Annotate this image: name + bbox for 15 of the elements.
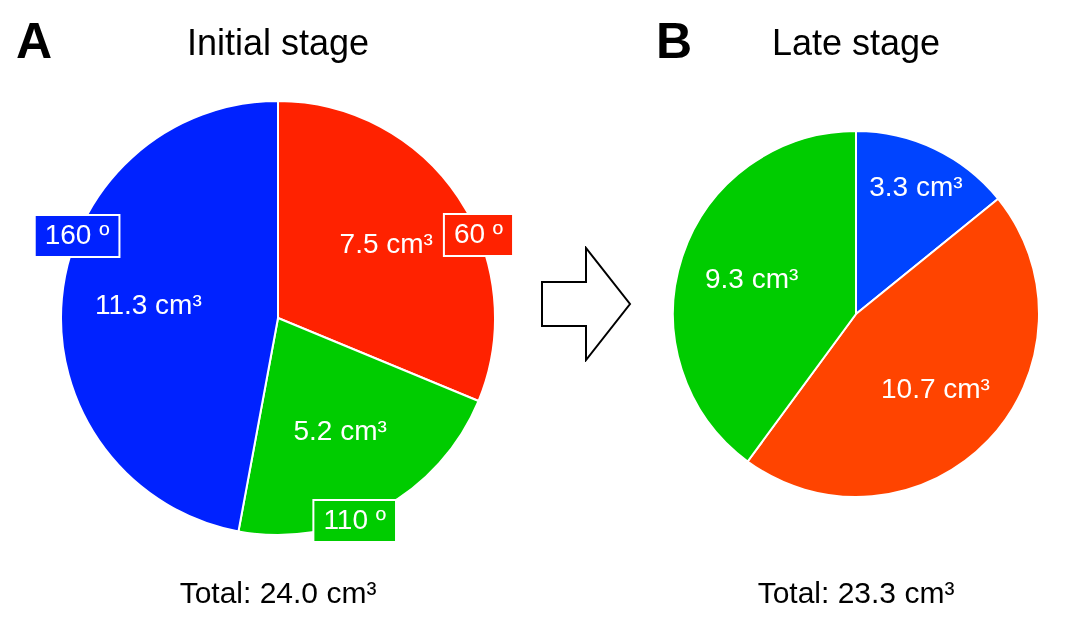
data-label: 7.5 cm³ — [339, 228, 433, 260]
text: Total: 23.3 cm³ — [756, 576, 956, 610]
data-label: 3.3 cm³ — [869, 171, 963, 203]
slice-label: 160 º — [44, 218, 110, 250]
data-label: 5.2 cm³ — [293, 415, 387, 447]
data-label: 9.3 cm³ — [704, 262, 799, 294]
text: B — [656, 12, 693, 70]
text: Total: 24.0 cm³ — [178, 576, 378, 610]
chart-title: Late stage — [771, 22, 941, 63]
slice-label: 60 º — [453, 217, 504, 249]
data-label: 10.7 cm³ — [880, 372, 990, 404]
chart-title: Initial stage — [186, 22, 370, 63]
slice-label: 110 º — [323, 503, 387, 535]
data-label: 11.3 cm³ — [94, 288, 202, 320]
text: A — [16, 12, 53, 70]
